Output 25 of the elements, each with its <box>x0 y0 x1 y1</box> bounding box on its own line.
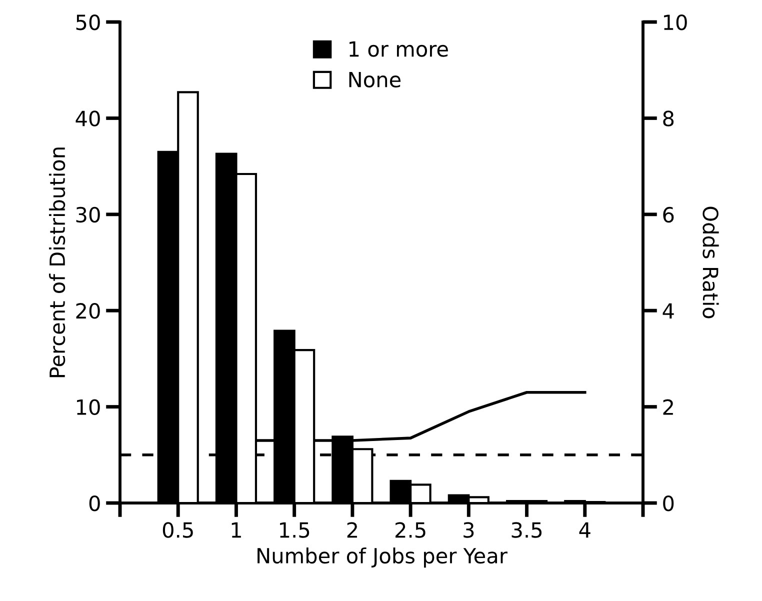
y-tick-label: 30 <box>76 206 100 223</box>
x-tick-label: 2 <box>347 522 357 538</box>
y2-tick-label: 0 <box>663 495 674 512</box>
x-tick-label: 1.5 <box>280 522 310 538</box>
y2-axis-title: Odds Ratio <box>702 206 719 318</box>
x-tick-label: 1 <box>232 522 241 538</box>
y2-tick-label: 2 <box>663 399 673 415</box>
x-axis-title: Number of Jobs per Year <box>258 547 508 568</box>
y-tick-label: 10 <box>77 399 100 416</box>
legend-label: 1 or more <box>350 41 448 57</box>
y-tick-label: 40 <box>76 110 100 126</box>
y-axis-title: Percent of Distribution <box>49 148 66 378</box>
x-tick-label: 0.5 <box>162 522 193 538</box>
y-tick-label: 50 <box>76 14 100 30</box>
x-tick-label: 2.5 <box>396 522 426 538</box>
y-tick-label: 0 <box>89 495 100 512</box>
y2-tick-label: 6 <box>663 206 674 223</box>
y2-tick-label: 10 <box>664 14 687 30</box>
y-tick-label: 20 <box>76 303 100 319</box>
y2-tick-label: 4 <box>662 303 674 319</box>
x-tick-label: 4 <box>579 522 590 538</box>
y2-tick-label: 8 <box>663 110 674 126</box>
x-tick-label: 3.5 <box>512 522 542 538</box>
legend-label: None <box>349 72 401 88</box>
x-tick-label: 3 <box>464 522 474 538</box>
